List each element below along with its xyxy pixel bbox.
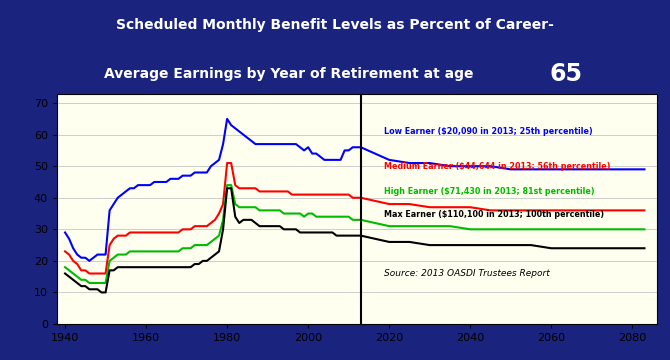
Text: Max Earner ($110,100 in 2013; 100th percentile): Max Earner ($110,100 in 2013; 100th perc… (384, 210, 604, 219)
Text: Average Earnings by Year of Retirement at age: Average Earnings by Year of Retirement a… (105, 67, 478, 81)
Text: Source: 2013 OASDI Trustees Report: Source: 2013 OASDI Trustees Report (384, 269, 549, 278)
Text: High Earner ($71,430 in 2013; 81st percentile): High Earner ($71,430 in 2013; 81st perce… (384, 187, 594, 196)
Text: Medium Earner ($44,644 in 2013; 56th percentile): Medium Earner ($44,644 in 2013; 56th per… (384, 162, 610, 171)
Text: Scheduled Monthly Benefit Levels as Percent of Career-: Scheduled Monthly Benefit Levels as Perc… (116, 18, 554, 32)
Text: 65: 65 (549, 62, 583, 86)
Text: Low Earner ($20,090 in 2013; 25th percentile): Low Earner ($20,090 in 2013; 25th percen… (384, 127, 592, 136)
